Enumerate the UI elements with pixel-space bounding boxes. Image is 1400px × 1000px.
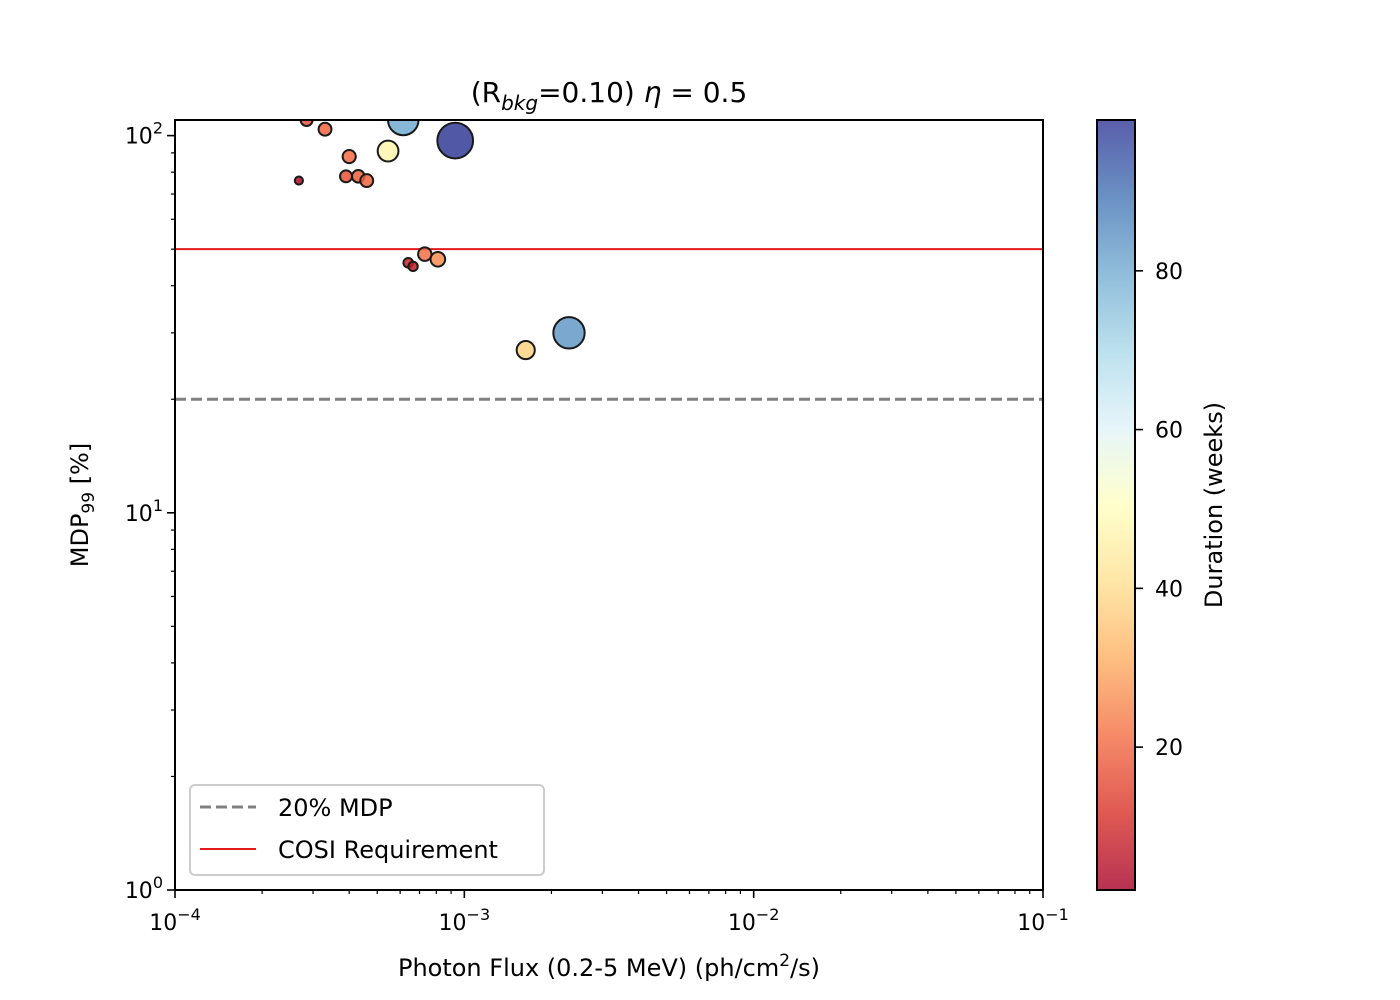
legend-label-20-mdp: 20% MDP bbox=[278, 794, 393, 822]
colorbar-tick-label: 80 bbox=[1155, 260, 1183, 285]
x-tick-label: 10−1 bbox=[1017, 905, 1069, 936]
data-point bbox=[417, 246, 433, 262]
colorbar-tick-label: 40 bbox=[1155, 577, 1183, 602]
x-axis-ticks: 10−4 10−3 10−2 10−1 bbox=[149, 890, 1069, 936]
colorbar-label: Duration (weeks) bbox=[1200, 402, 1228, 608]
x-tick-label: 10−4 bbox=[149, 905, 201, 936]
data-point bbox=[317, 121, 333, 137]
plot-area bbox=[175, 120, 1043, 890]
colorbar-frame bbox=[1096, 119, 1136, 891]
data-point bbox=[376, 139, 400, 163]
reference-lines bbox=[175, 248, 1043, 401]
y-axis-label: MDP99 [%] bbox=[66, 443, 99, 567]
data-point bbox=[436, 121, 475, 160]
data-point bbox=[552, 316, 586, 350]
y-tick-label: 101 bbox=[125, 496, 163, 527]
x-tick-label: 10−2 bbox=[728, 905, 780, 936]
x-axis-label: Photon Flux (0.2-5 MeV) (ph/cm2/s) bbox=[398, 951, 820, 982]
data-point bbox=[293, 175, 304, 186]
chart-title: (Rbkg=0.10) η = 0.5 bbox=[471, 76, 748, 115]
data-point bbox=[429, 250, 447, 268]
y-tick-label: 102 bbox=[125, 119, 163, 150]
data-point bbox=[359, 173, 375, 188]
y-axis-ticks: 100 101 102 bbox=[125, 119, 175, 904]
data-point bbox=[339, 169, 354, 184]
colorbar: 20 40 60 80 Duration (weeks) bbox=[1096, 119, 1228, 891]
y-tick-label: 100 bbox=[125, 873, 163, 904]
data-point bbox=[341, 148, 357, 165]
colorbar-tick-label: 60 bbox=[1155, 419, 1183, 444]
legend-label-cosi-requirement: COSI Requirement bbox=[278, 836, 498, 864]
x-tick-label: 10−3 bbox=[439, 905, 491, 936]
data-point bbox=[407, 260, 419, 273]
legend: 20% MDP COSI Requirement bbox=[189, 784, 545, 876]
data-points bbox=[293, 120, 586, 361]
colorbar-gradient bbox=[1097, 120, 1135, 890]
colorbar-ticks: 20 40 60 80 bbox=[1135, 260, 1183, 761]
data-point bbox=[515, 340, 536, 361]
colorbar-tick-label: 20 bbox=[1155, 736, 1183, 761]
plot-frame bbox=[174, 119, 1044, 891]
data-point bbox=[387, 120, 420, 137]
legend-box bbox=[189, 784, 545, 876]
